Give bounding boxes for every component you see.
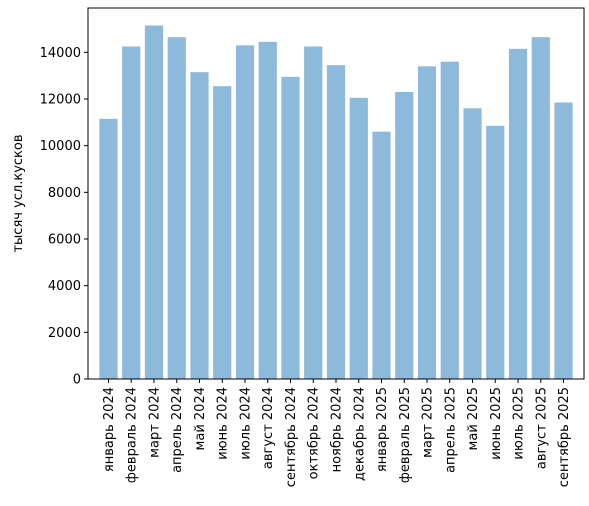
bar xyxy=(304,46,323,379)
bar xyxy=(281,76,300,379)
y-tick-label: 14000 xyxy=(40,46,81,61)
y-tick-label: 0 xyxy=(73,373,81,388)
x-tick-label: март 2025 xyxy=(421,387,436,458)
y-axis-label: тысяч усл.кусков xyxy=(11,134,26,252)
bar xyxy=(213,86,232,380)
x-tick-label: август 2024 xyxy=(261,387,276,469)
bar xyxy=(395,92,414,379)
bar xyxy=(531,37,550,380)
y-tick-label: 10000 xyxy=(40,139,81,154)
x-tick-label: январь 2025 xyxy=(375,387,390,472)
x-tick-label: ноябрь 2024 xyxy=(330,387,345,472)
bar xyxy=(349,97,368,379)
y-tick-label: 2000 xyxy=(48,326,81,341)
bar xyxy=(463,108,482,379)
y-tick-label: 8000 xyxy=(48,186,81,201)
x-tick-label: январь 2024 xyxy=(102,387,117,472)
bars-group xyxy=(99,25,573,380)
bar xyxy=(167,37,186,380)
x-tick-label: апрель 2025 xyxy=(443,387,458,473)
y-tick-label: 12000 xyxy=(40,93,81,108)
bar xyxy=(235,45,255,379)
x-tick-label: апрель 2024 xyxy=(170,387,185,473)
bar xyxy=(554,102,573,379)
x-tick-label: октябрь 2024 xyxy=(307,387,322,479)
bar xyxy=(486,125,505,379)
y-axis-ticks: 0 2000 4000 6000 8000 10000 12000 14000 xyxy=(40,46,88,388)
x-tick-label: февраль 2024 xyxy=(125,387,140,483)
bar xyxy=(144,25,164,379)
bar xyxy=(440,61,459,380)
y-tick-label: 4000 xyxy=(48,279,81,294)
bar xyxy=(417,66,437,379)
y-tick-label: 6000 xyxy=(48,233,81,248)
bar xyxy=(326,65,346,380)
bar xyxy=(99,118,118,379)
x-tick-label: май 2024 xyxy=(193,387,208,450)
x-tick-label: декабрь 2024 xyxy=(352,387,367,481)
bar xyxy=(122,46,141,379)
x-tick-label: июнь 2024 xyxy=(216,387,231,460)
bar xyxy=(372,131,391,379)
x-tick-label: сентябрь 2024 xyxy=(284,387,299,487)
x-tick-label: июнь 2025 xyxy=(489,387,504,460)
x-axis-ticks: январь 2024 февраль 2024 март 2024 апрель 2… xyxy=(102,379,572,487)
bar xyxy=(508,48,528,379)
bar xyxy=(258,41,277,379)
x-tick-label: август 2025 xyxy=(534,387,549,469)
x-tick-label: сентябрь 2025 xyxy=(557,387,572,487)
x-tick-label: март 2024 xyxy=(147,387,162,458)
bar xyxy=(190,72,209,380)
x-tick-label: июль 2024 xyxy=(238,387,253,460)
x-tick-label: июль 2025 xyxy=(512,387,527,460)
x-tick-label: май 2025 xyxy=(466,387,481,450)
x-tick-label: февраль 2025 xyxy=(398,387,413,483)
